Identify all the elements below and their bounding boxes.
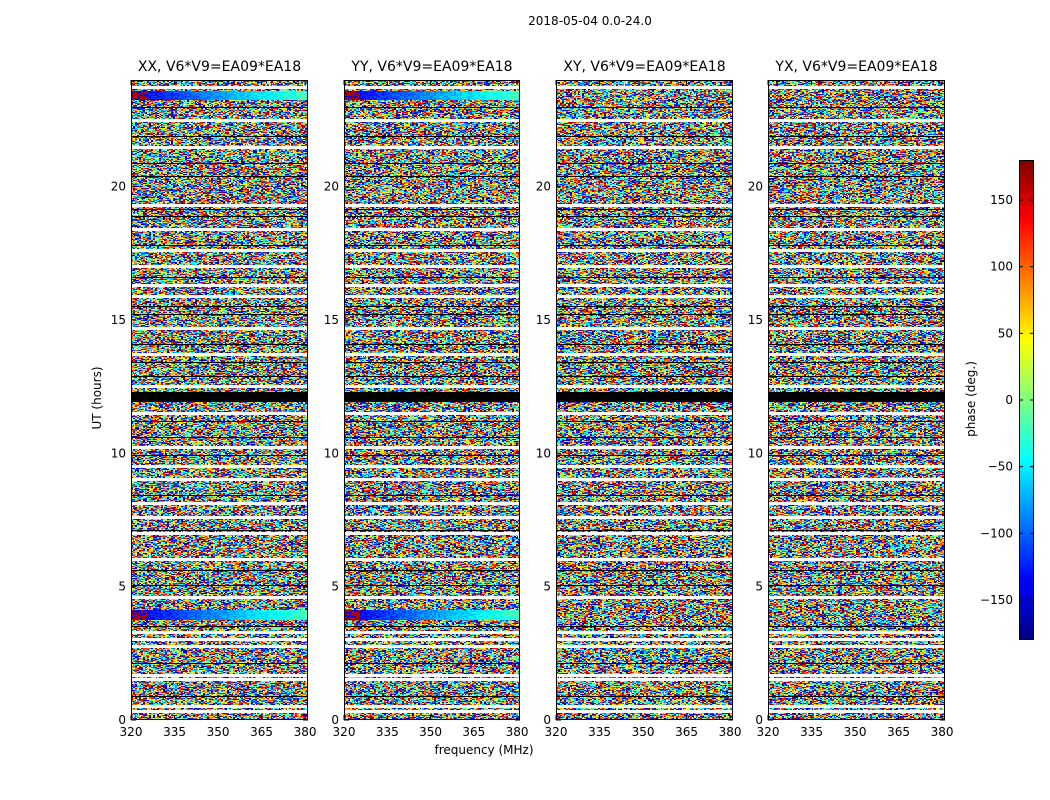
- y-axis-label: UT (hours): [90, 366, 104, 430]
- x-tick-label-yx-0: 320: [757, 725, 780, 739]
- y-tick-label-xx-0: 0: [118, 713, 126, 727]
- x-tick-label-yy-0: 320: [333, 725, 356, 739]
- y-tick-label-yy-3: 15: [324, 313, 339, 327]
- y-tick-label-yy-2: 10: [324, 446, 339, 460]
- y-tick-label-xx-2: 10: [111, 446, 126, 460]
- x-tick-label-xy-2: 350: [632, 725, 655, 739]
- colorbar-tick-label-5: −100: [980, 526, 1013, 540]
- heatmap-yx: [768, 80, 945, 720]
- panel-title-xy: XY, V6*V9=EA09*EA18: [563, 59, 726, 75]
- colorbar-tick-label-3: 0: [1005, 393, 1013, 407]
- colorbar-tick-label-0: 150: [990, 193, 1013, 207]
- y-tick-label-xx-1: 5: [118, 580, 126, 594]
- x-tick-label-yx-3: 365: [887, 725, 910, 739]
- x-tick-label-xx-2: 350: [207, 725, 230, 739]
- y-tick-label-yx-4: 20: [748, 180, 763, 194]
- y-tick-label-yy-1: 5: [331, 580, 339, 594]
- x-tick-label-yy-2: 350: [419, 725, 442, 739]
- y-tick-label-xy-1: 5: [543, 580, 551, 594]
- x-tick-label-yx-1: 335: [800, 725, 823, 739]
- panel-title-yy: YY, V6*V9=EA09*EA18: [351, 59, 513, 75]
- axes-frame-yy: [344, 80, 520, 720]
- x-tick-label-yx-2: 350: [844, 725, 867, 739]
- x-tick-label-yy-1: 335: [376, 725, 399, 739]
- y-tick-label-yx-0: 0: [755, 713, 763, 727]
- colorbar: [1019, 160, 1034, 640]
- axes-frame-yx: [768, 80, 945, 720]
- figure-title: 2018-05-04 0.0-24.0: [528, 14, 652, 28]
- axes-frame-xx: [131, 80, 308, 720]
- x-tick-label-xx-3: 365: [250, 725, 273, 739]
- x-tick-label-yx-4: 380: [931, 725, 954, 739]
- x-tick-label-xx-4: 380: [294, 725, 317, 739]
- colorbar-label: phase (deg.): [964, 361, 978, 437]
- y-tick-label-yx-1: 5: [755, 580, 763, 594]
- heatmap-xy: [556, 80, 733, 720]
- x-tick-label-xy-4: 380: [719, 725, 742, 739]
- panel-title-xx: XX, V6*V9=EA09*EA18: [137, 59, 302, 75]
- panel-title-yx: YX, V6*V9=EA09*EA18: [775, 59, 938, 75]
- x-axis-label: frequency (MHz): [434, 743, 534, 757]
- y-tick-label-xy-2: 10: [536, 446, 551, 460]
- x-tick-label-xx-1: 335: [163, 725, 186, 739]
- heatmap-yy: [344, 80, 520, 720]
- y-tick-label-yx-2: 10: [748, 446, 763, 460]
- y-tick-label-xx-3: 15: [111, 313, 126, 327]
- colorbar-tick-label-1: 100: [990, 260, 1013, 274]
- y-tick-label-xy-3: 15: [536, 313, 551, 327]
- axes-frame-xy: [556, 80, 733, 720]
- colorbar-tick-label-2: 50: [998, 326, 1013, 340]
- y-tick-label-xx-4: 20: [111, 180, 126, 194]
- heatmap-xx: [131, 80, 308, 720]
- y-tick-label-xy-4: 20: [536, 180, 551, 194]
- y-tick-label-yy-4: 20: [324, 180, 339, 194]
- y-tick-label-xy-0: 0: [543, 713, 551, 727]
- y-tick-label-yy-0: 0: [331, 713, 339, 727]
- y-tick-label-yx-3: 15: [748, 313, 763, 327]
- colorbar-tick-label-6: −150: [980, 593, 1013, 607]
- x-tick-label-yy-4: 380: [506, 725, 529, 739]
- x-tick-label-xy-3: 365: [675, 725, 698, 739]
- x-tick-label-xy-1: 335: [588, 725, 611, 739]
- colorbar-tick-label-4: −50: [988, 460, 1013, 474]
- x-tick-label-xy-0: 320: [545, 725, 568, 739]
- x-tick-label-xx-0: 320: [120, 725, 143, 739]
- x-tick-label-yy-3: 365: [462, 725, 485, 739]
